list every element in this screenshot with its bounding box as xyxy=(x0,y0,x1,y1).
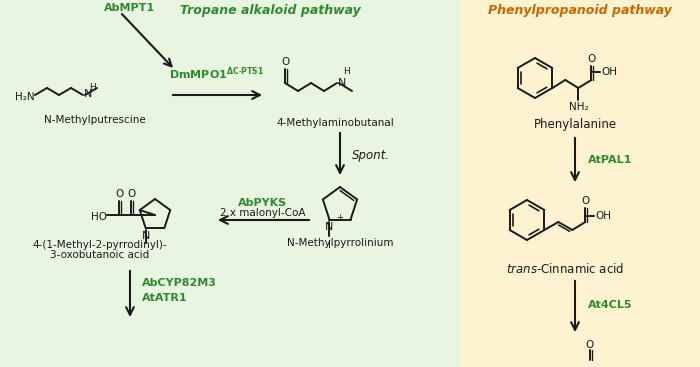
Text: N-Methylputrescine: N-Methylputrescine xyxy=(44,115,146,125)
Text: At4CL5: At4CL5 xyxy=(588,300,633,310)
Text: Phenylalanine: Phenylalanine xyxy=(533,118,617,131)
Text: O: O xyxy=(127,189,135,199)
Text: NH₂: NH₂ xyxy=(568,102,588,112)
Text: O: O xyxy=(586,340,594,350)
Text: OH: OH xyxy=(601,67,617,77)
Text: AbCYP82M3: AbCYP82M3 xyxy=(142,278,217,288)
Text: N-Methylpyrrolinium: N-Methylpyrrolinium xyxy=(287,238,393,248)
Text: H: H xyxy=(89,83,96,91)
Text: O: O xyxy=(281,57,289,67)
Text: H₂N: H₂N xyxy=(15,92,35,102)
Text: Tropane alkaloid pathway: Tropane alkaloid pathway xyxy=(180,4,360,17)
Text: I: I xyxy=(328,240,331,250)
Text: H: H xyxy=(343,67,350,76)
Text: 3-oxobutanoic acid: 3-oxobutanoic acid xyxy=(50,250,150,260)
Text: DmMPO1$^{\mathbf{\Delta C\text{-}PTS1}}$: DmMPO1$^{\mathbf{\Delta C\text{-}PTS1}}$ xyxy=(169,65,265,82)
Text: AtATR1: AtATR1 xyxy=(142,293,188,303)
Text: N: N xyxy=(338,78,346,88)
Text: Spont.: Spont. xyxy=(352,149,390,161)
Text: N: N xyxy=(141,231,150,241)
Text: O: O xyxy=(581,196,589,206)
Bar xyxy=(0,0,461,367)
Text: AbMPT1: AbMPT1 xyxy=(104,3,155,13)
Text: N: N xyxy=(84,89,92,99)
Text: OH: OH xyxy=(595,211,611,221)
Text: $\it{trans}$-Cinnamic acid: $\it{trans}$-Cinnamic acid xyxy=(506,262,624,276)
Text: O: O xyxy=(115,189,123,199)
Text: AbPYKS: AbPYKS xyxy=(239,198,288,208)
Text: AtPAL1: AtPAL1 xyxy=(588,155,632,165)
Text: +: + xyxy=(337,213,343,222)
Text: O: O xyxy=(587,54,596,64)
Text: N: N xyxy=(326,222,334,232)
Text: Phenylpropanoid pathway: Phenylpropanoid pathway xyxy=(488,4,672,17)
Text: 4-(1-Methyl-2-pyrrodinyl)-: 4-(1-Methyl-2-pyrrodinyl)- xyxy=(33,240,167,250)
Bar xyxy=(461,0,700,367)
Text: HO: HO xyxy=(91,212,107,222)
Text: 2 x malonyl-CoA: 2 x malonyl-CoA xyxy=(220,208,306,218)
Text: 4-Methylaminobutanal: 4-Methylaminobutanal xyxy=(276,118,394,128)
